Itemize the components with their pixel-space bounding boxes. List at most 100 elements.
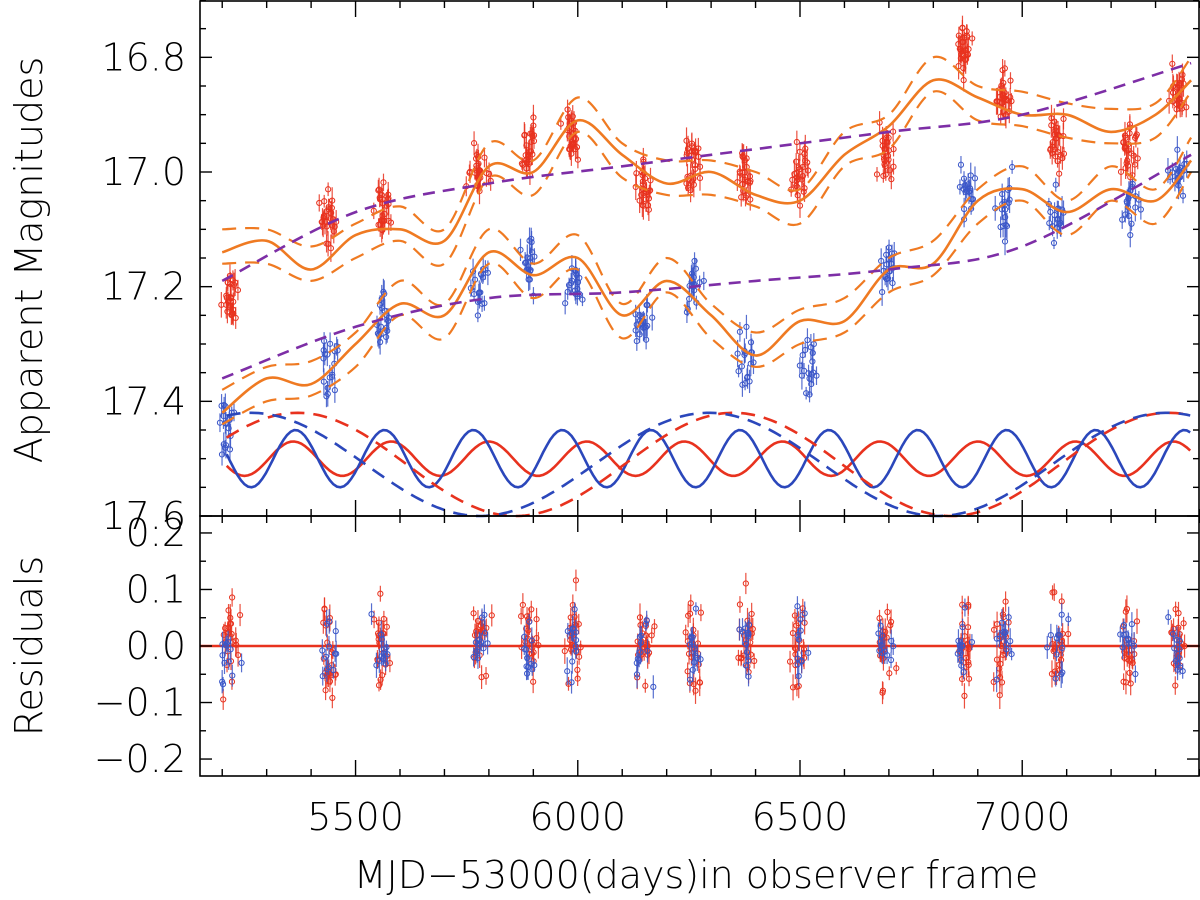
blue-residual-point-marker: [798, 657, 805, 664]
red-data-point-marker: [321, 198, 328, 205]
blue-data-point-marker: [686, 295, 693, 303]
red-residual-point: [1065, 623, 1072, 645]
red-residual-point: [474, 610, 482, 632]
red-residual-point-marker: [965, 675, 973, 682]
blue-residual-point-marker: [890, 643, 897, 650]
blue-residual-point: [568, 625, 575, 641]
red-data-point: [687, 177, 694, 203]
blue-data-point-marker: [376, 301, 384, 309]
blue-residual-point-marker: [795, 636, 802, 643]
blue-residual-point-marker: [323, 666, 330, 673]
red-residual-point: [225, 623, 232, 642]
red-data-point: [327, 207, 334, 230]
blue-data-point-marker: [221, 401, 228, 409]
red-data-point-marker: [644, 202, 652, 209]
red-data-point-marker: [1060, 115, 1067, 123]
blue-data-point-marker: [331, 387, 338, 394]
blue-data-point: [478, 295, 486, 312]
blue-data-point: [806, 386, 813, 403]
blue-residual-point: [794, 596, 801, 617]
blue-data-point-marker: [385, 317, 392, 325]
blue-residual-point: [1179, 663, 1186, 679]
red-data-point: [963, 25, 971, 50]
red-data-point: [882, 168, 889, 181]
blue-residual-point: [968, 634, 976, 651]
red-fit-curve: [221, 78, 1193, 271]
blue-residual-point-marker: [1044, 644, 1051, 651]
blue-residual-point-marker: [225, 658, 232, 665]
red-data-point: [965, 37, 972, 61]
red-data-point-marker: [224, 308, 231, 315]
blue-data-point-marker: [806, 391, 813, 398]
red-data-point: [796, 142, 803, 161]
red-residual-point: [751, 653, 758, 669]
red-data-point-marker: [1169, 60, 1176, 67]
red-residual-point: [375, 679, 383, 692]
blue-residual-point: [739, 618, 746, 646]
blue-residual-point: [521, 642, 528, 656]
blue-fit-curve-envelope-1: [221, 171, 1193, 426]
red-residual-point-marker: [225, 607, 232, 614]
blue-residual-point: [1047, 623, 1054, 647]
blue-data-point-marker: [474, 312, 481, 319]
blue-residual-point-marker: [961, 604, 969, 611]
blue-residual-point-marker: [1008, 650, 1015, 658]
red-residual-point-marker: [648, 632, 655, 639]
red-data-point-marker: [1183, 104, 1190, 111]
blue-data-point-marker: [574, 279, 582, 286]
red-data-point-marker: [328, 204, 335, 212]
blue-residual-point-marker: [797, 616, 804, 623]
blue-residual-point: [571, 602, 578, 617]
blue-data-point-marker: [568, 277, 576, 284]
blue-residual-point-marker: [697, 656, 704, 663]
red-data-point-marker: [885, 147, 892, 154]
blue-residual-point-marker: [636, 633, 644, 640]
blue-data-point: [1046, 216, 1053, 231]
red-residual-point: [488, 604, 495, 627]
blue-data-point: [1122, 206, 1129, 223]
red-data-point: [228, 305, 235, 325]
blue-residual-point-marker: [955, 637, 962, 644]
red-data-point-marker: [745, 178, 752, 185]
blue-data-point: [743, 314, 750, 339]
red-residual-point-marker: [375, 682, 383, 689]
residuals-data-layer: [200, 569, 1200, 710]
blue-data-point-marker: [961, 205, 968, 213]
red-residual-point: [1123, 595, 1131, 623]
blue-residual-point: [875, 622, 882, 645]
red-data-point-marker: [999, 99, 1006, 106]
blue-data-point-marker: [1002, 206, 1009, 213]
red-data-point-marker: [1007, 77, 1014, 84]
blue-residual-point-marker: [1053, 651, 1060, 658]
red-data-point-marker: [481, 154, 488, 161]
red-residual-point-marker: [529, 640, 536, 648]
red-residual-point-marker: [530, 678, 537, 685]
red-residual-point: [697, 604, 705, 622]
blue-data-point: [384, 319, 391, 343]
red-data-point-marker: [959, 25, 966, 32]
blue-residual-point: [637, 633, 644, 653]
red-residual-point-marker: [528, 606, 535, 613]
red-residual-point: [533, 629, 540, 647]
red-data-point: [1122, 129, 1129, 147]
red-data-point-marker: [1122, 134, 1129, 141]
blue-data-point-marker: [999, 191, 1006, 198]
red-data-point-marker: [687, 187, 694, 194]
blue-data-point-marker: [691, 257, 698, 265]
red-data-point-marker: [633, 170, 640, 177]
red-data-point: [481, 147, 488, 168]
red-data-point-marker: [793, 138, 800, 146]
red-residual-point: [893, 661, 900, 675]
blue-residual-point-marker: [875, 630, 882, 637]
blue-residual-point-marker: [332, 628, 339, 635]
red-data-point: [323, 204, 330, 218]
magnitude-y-tick-label: 17.6: [101, 494, 186, 538]
red-data-point-marker: [999, 66, 1006, 74]
blue-data-point-marker: [1003, 222, 1011, 230]
blue-data-point-marker: [963, 187, 970, 194]
blue-data-point-marker: [1128, 220, 1135, 227]
blue-residual-point: [1169, 627, 1177, 641]
blue-residual-point-marker: [688, 639, 696, 646]
blue-residual-point-marker: [881, 648, 888, 655]
blue-data-point: [528, 227, 535, 251]
